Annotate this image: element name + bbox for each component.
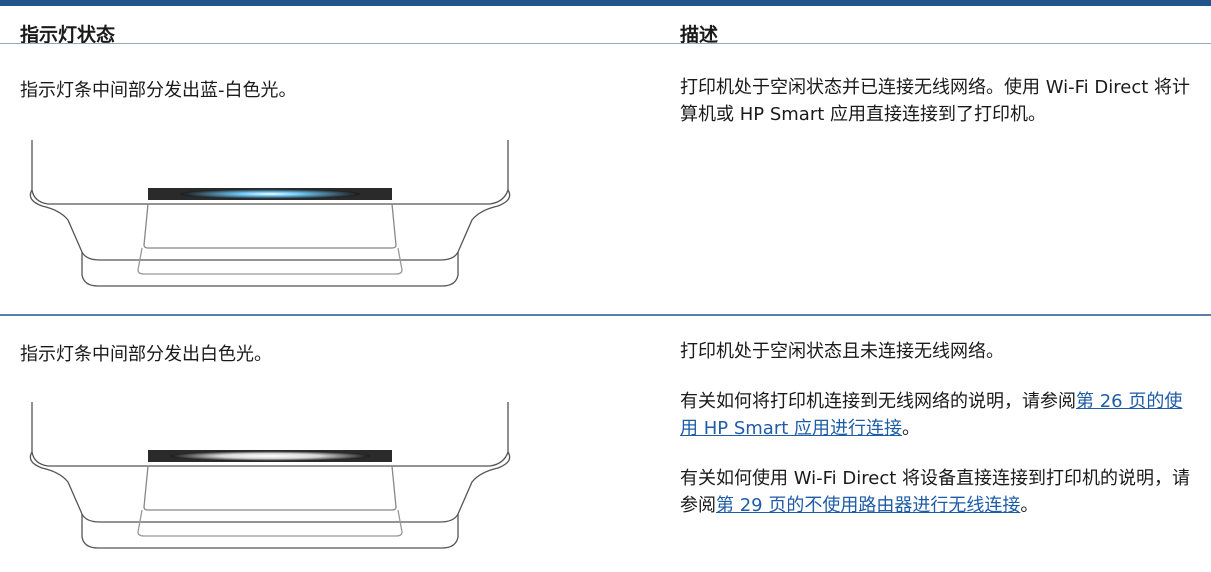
paragraph-text: 。 [1020, 495, 1039, 516]
light-glow [170, 451, 370, 461]
state-text: 指示灯条中间部分发出白色光。 [20, 344, 272, 365]
paragraph-text: 打印机处于空闲状态且未连接无线网络。 [680, 341, 1004, 362]
printer-illustration [29, 140, 511, 287]
header-cell: 描述 [680, 24, 719, 46]
header-rule [0, 43, 1211, 44]
paragraph-text: 有关如何将打印机连接到无线网络的说明，请参阅 [680, 391, 1076, 412]
description: 打印机处于空闲状态并已连接无线网络。使用 Wi-Fi Direct 将计算机或 … [680, 74, 1200, 151]
cross-reference-link[interactable]: 第 26 页的使用 HP Smart 应用进行连接 [680, 391, 1183, 439]
paragraph: 有关如何使用 Wi-Fi Direct 将设备直接连接到打印机的说明，请参阅第 … [680, 465, 1200, 519]
paragraph-text: 打印机处于空闲状态并已连接无线网络。使用 Wi-Fi Direct 将计算机或 … [680, 77, 1191, 125]
paragraph: 打印机处于空闲状态并已连接无线网络。使用 Wi-Fi Direct 将计算机或 … [680, 74, 1200, 128]
cross-reference-link[interactable]: 第 29 页的不使用路由器进行无线连接 [716, 495, 1021, 516]
paragraph: 打印机处于空闲状态且未连接无线网络。 [680, 338, 1200, 365]
paragraph: 有关如何将打印机连接到无线网络的说明，请参阅第 26 页的使用 HP Smart… [680, 388, 1200, 442]
printer-illustration [29, 402, 511, 549]
light-glow [180, 189, 360, 199]
description: 打印机处于空闲状态且未连接无线网络。有关如何将打印机连接到无线网络的说明，请参阅… [680, 338, 1200, 542]
top-rule [0, 0, 1211, 6]
header-cell: 指示灯状态 [20, 24, 116, 46]
paragraph-text: 。 [902, 418, 921, 439]
state-text: 指示灯条中间部分发出蓝-白色光。 [20, 80, 297, 101]
paragraph-text: 有关如何使用 Wi-Fi Direct 将设备直接连接到打印机的说明，请参阅 [680, 468, 1191, 516]
row-rule [0, 314, 1211, 316]
